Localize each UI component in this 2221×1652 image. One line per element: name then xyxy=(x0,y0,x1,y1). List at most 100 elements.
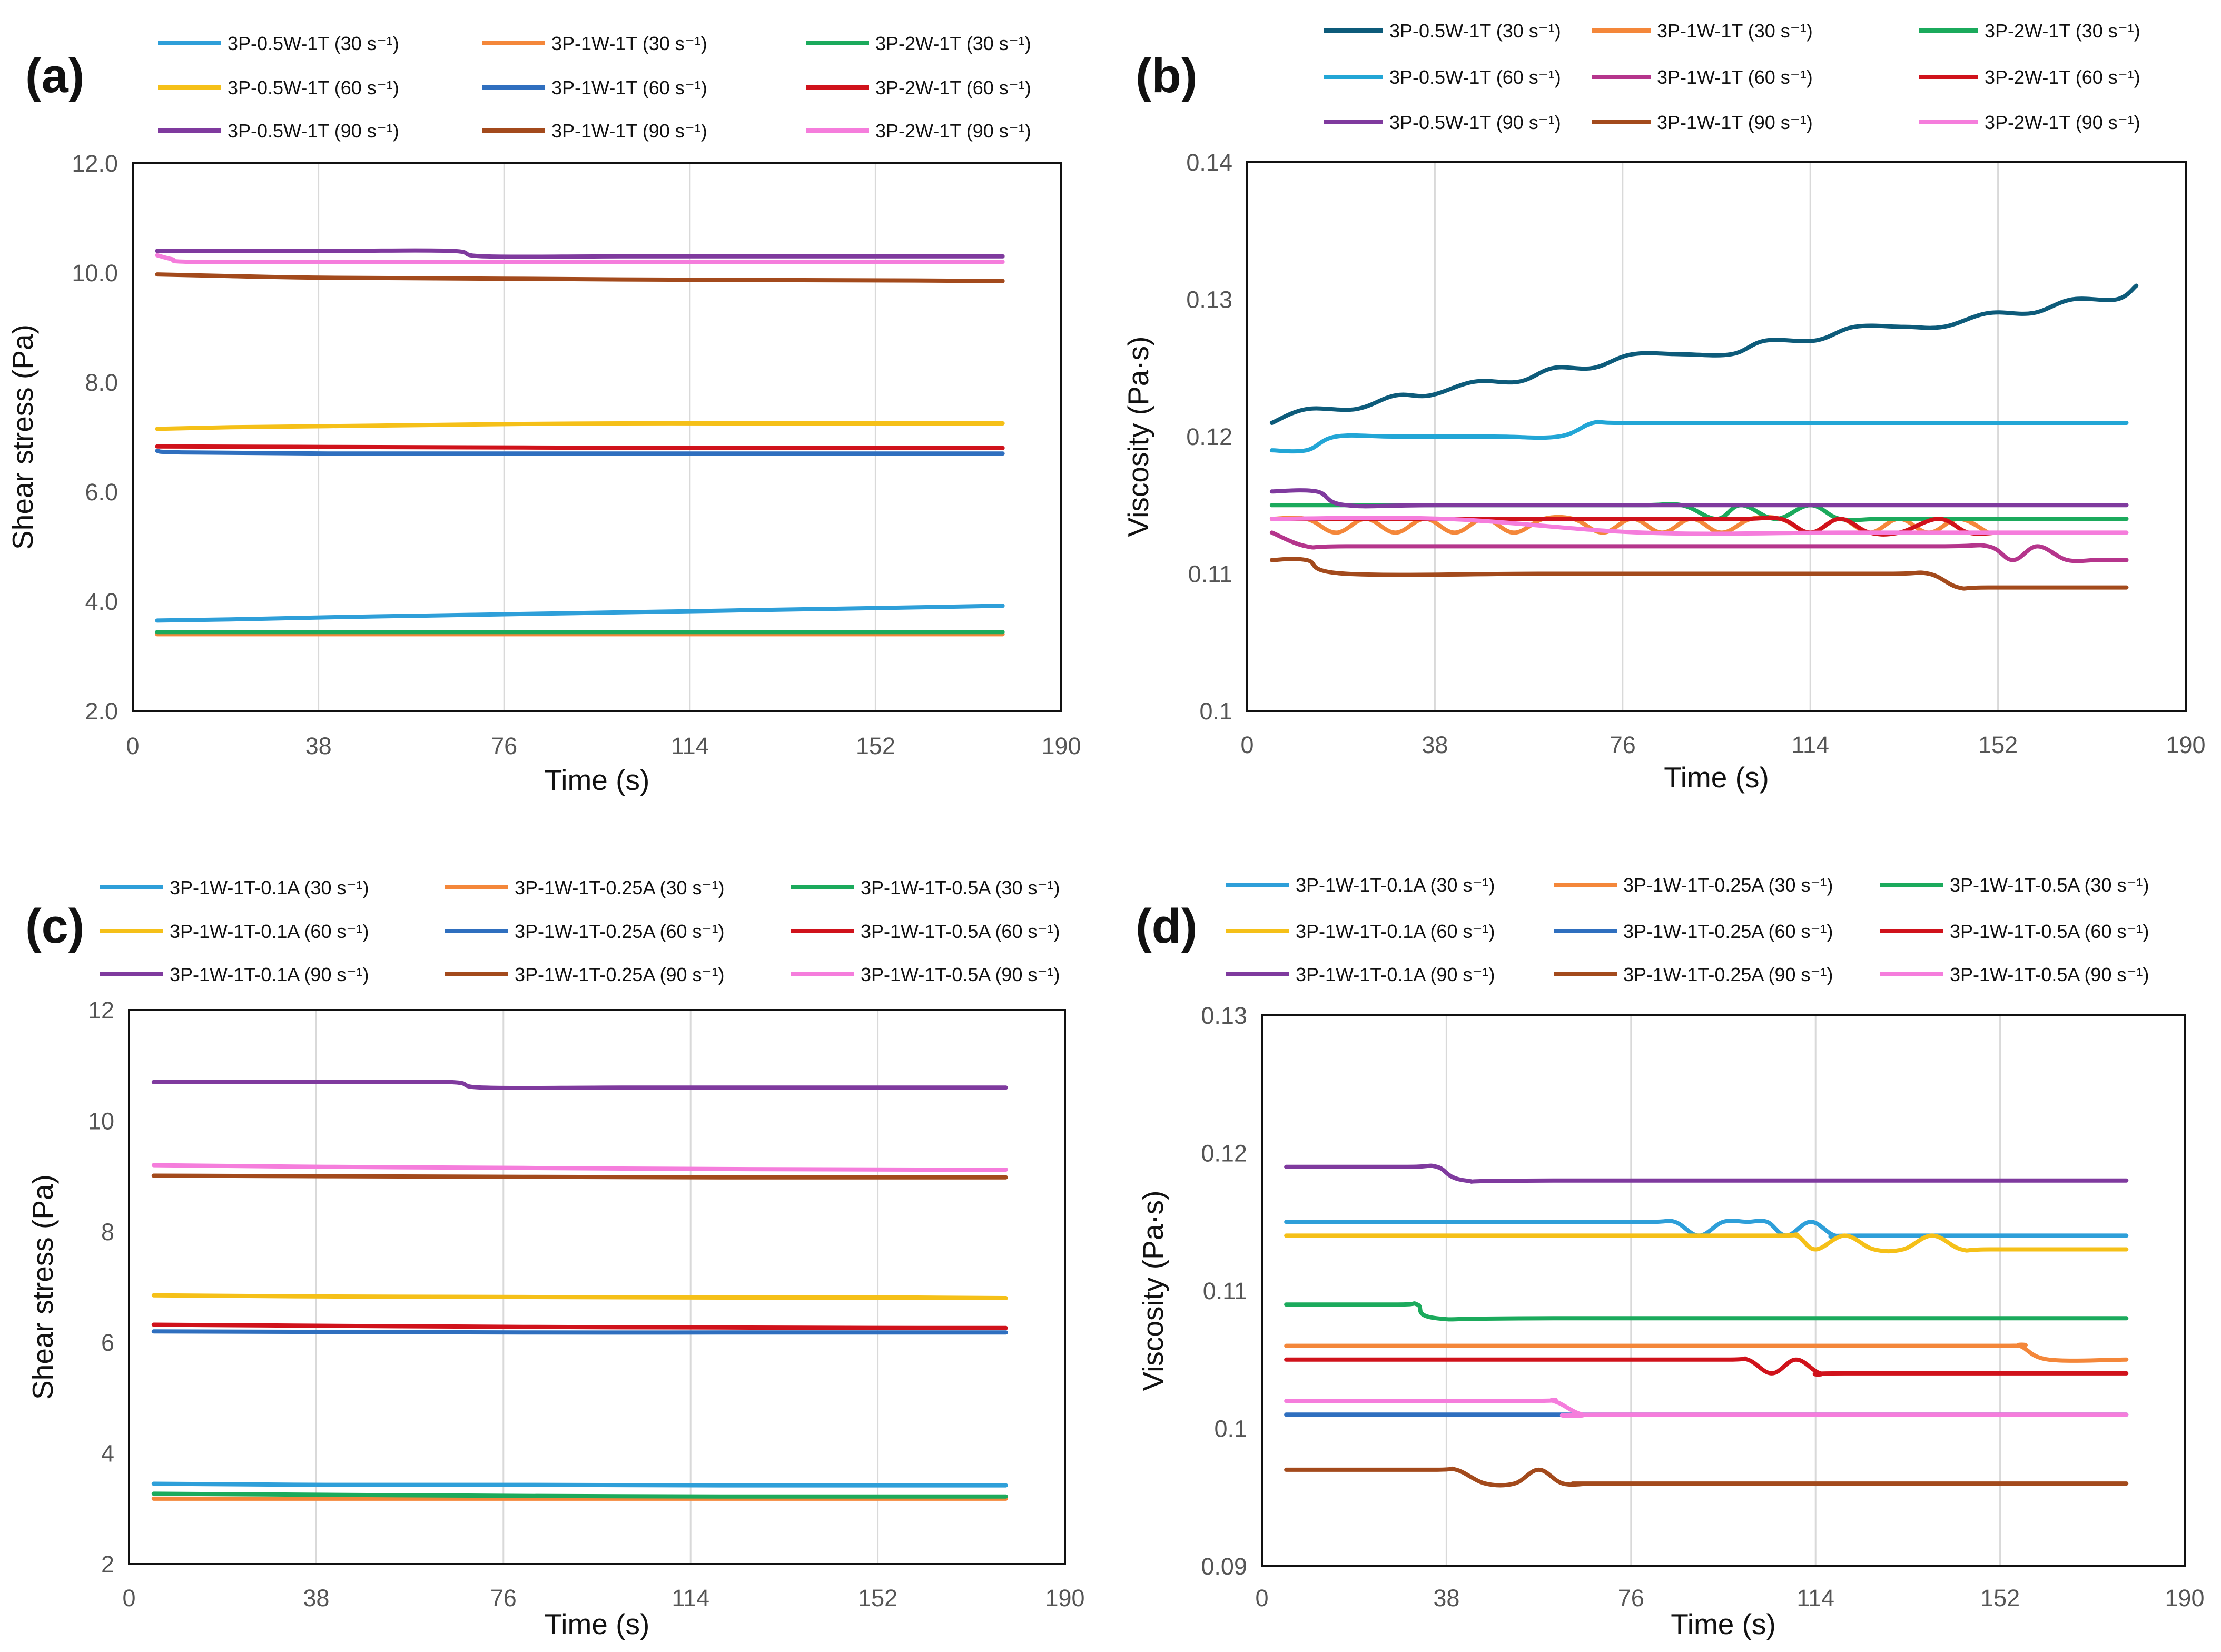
y-axis-label: Viscosity (Pa·s) xyxy=(1122,337,1154,537)
series-line xyxy=(1284,1301,2129,1322)
y-axis-label: Shear stress (Pa) xyxy=(6,324,39,550)
legend-label: 3P-1W-1T-0.5A (90 s⁻¹) xyxy=(861,964,1060,985)
legend-label: 3P-1W-1T (60 s⁻¹) xyxy=(1657,66,1813,88)
legend-label: 3P-1W-1T (60 s⁻¹) xyxy=(551,77,707,98)
x-tick-label: 114 xyxy=(1796,1585,1834,1611)
x-tick-label: 152 xyxy=(856,733,895,759)
series-line xyxy=(155,253,1005,264)
series-line xyxy=(1284,1163,2129,1184)
x-tick-label: 0 xyxy=(1255,1585,1268,1611)
y-tick-label: 12 xyxy=(88,997,114,1024)
plot-frame xyxy=(128,1009,1066,1565)
y-tick-label: 0.09 xyxy=(1201,1553,1247,1580)
legend-label: 3P-2W-1T (90 s⁻¹) xyxy=(1985,112,2140,133)
x-axis-label: Time (s) xyxy=(545,1608,650,1640)
series-line xyxy=(151,1079,1008,1091)
legend-label: 3P-0.5W-1T (60 s⁻¹) xyxy=(1389,66,1561,88)
y-tick-label: 0.12 xyxy=(1186,423,1232,450)
panel-a: (a) 0 38 76 114 152 190 2.0 4.0 6.0 8.0 10.0 12.0 Tim… xyxy=(0,0,1110,826)
legend-label: 3P-1W-1T-0.25A (90 s⁻¹) xyxy=(1623,964,1833,985)
legend-label: 3P-2W-1T (90 s⁻¹) xyxy=(875,120,1031,142)
series-line xyxy=(151,1163,1008,1172)
y-tick-label: 0.11 xyxy=(1203,1278,1247,1304)
y-tick-label: 2.0 xyxy=(85,698,118,725)
x-tick-label: 152 xyxy=(1980,1585,2020,1611)
y-tick-label: 0.11 xyxy=(1188,561,1232,588)
x-tick-label: 76 xyxy=(491,733,517,759)
series-line xyxy=(155,604,1005,623)
y-tick-label: 0.13 xyxy=(1186,286,1232,313)
series-line xyxy=(151,1481,1008,1488)
panel-label: (b) xyxy=(1136,49,1197,103)
series-line xyxy=(155,444,1005,450)
series-line xyxy=(1269,530,2129,563)
legend-label: 3P-0.5W-1T (60 s⁻¹) xyxy=(228,77,399,98)
chart-svg: (c) 0 38 76 114 152 190 2 4 6 8 10 12 Time (s) Shear s… xyxy=(25,877,1085,1640)
series-line xyxy=(151,1322,1008,1330)
legend-label: 3P-2W-1T (30 s⁻¹) xyxy=(1985,20,2140,42)
legend-label: 3P-0.5W-1T (90 s⁻¹) xyxy=(228,120,399,142)
y-tick-label: 8 xyxy=(101,1219,114,1245)
legend-label: 3P-1W-1T-0.1A (60 s⁻¹) xyxy=(1296,921,1495,942)
legend-label: 3P-2W-1T (30 s⁻¹) xyxy=(875,33,1031,54)
x-tick-label: 114 xyxy=(1791,731,1829,758)
y-tick-label: 0.14 xyxy=(1186,149,1232,176)
x-tick-label: 38 xyxy=(1433,1585,1459,1611)
y-tick-label: 6 xyxy=(101,1329,114,1356)
y-tick-label: 2 xyxy=(101,1551,114,1578)
chart-svg: (b) 0 38 76 114 152 190 0.1 0.11 0.12 0.13 0.14 Time… xyxy=(1122,20,2206,794)
y-tick-label: 0.12 xyxy=(1201,1140,1247,1167)
legend-label: 3P-1W-1T-0.5A (60 s⁻¹) xyxy=(1950,921,2149,942)
legend-label: 3P-1W-1T-0.1A (60 s⁻¹) xyxy=(170,921,369,942)
y-tick-label: 4.0 xyxy=(85,588,118,615)
panel-b: (b) 0 38 76 114 152 190 0.1 0.11 0.12 0.13 0.14 Time… xyxy=(1110,0,2220,826)
y-tick-label: 4 xyxy=(101,1440,114,1467)
panel-c: (c) 0 38 76 114 152 190 2 4 6 8 10 12 Time (s) Shear s… xyxy=(0,826,1110,1651)
panel-label: (c) xyxy=(25,899,84,953)
x-tick-label: 0 xyxy=(126,733,139,759)
panel-label: (a) xyxy=(25,49,84,103)
legend-label: 3P-2W-1T (60 s⁻¹) xyxy=(875,77,1031,98)
series-line xyxy=(155,272,1005,283)
legend-label: 3P-1W-1T-0.25A (30 s⁻¹) xyxy=(515,877,724,898)
legend-label: 3P-1W-1T (30 s⁻¹) xyxy=(551,33,707,54)
series-line xyxy=(1284,1466,2129,1488)
y-tick-label: 12.0 xyxy=(72,150,118,177)
legend-label: 3P-1W-1T-0.1A (90 s⁻¹) xyxy=(170,964,369,985)
x-tick-label: 190 xyxy=(1045,1585,1084,1611)
legend-label: 3P-1W-1T-0.5A (30 s⁻¹) xyxy=(1950,874,2149,896)
legend-label: 3P-1W-1T-0.5A (30 s⁻¹) xyxy=(861,877,1060,898)
x-tick-label: 114 xyxy=(671,733,709,759)
x-tick-label: 0 xyxy=(122,1585,135,1611)
plot-frame xyxy=(1261,1014,2186,1567)
y-tick-label: 10.0 xyxy=(72,260,118,286)
plot-frame xyxy=(1246,161,2187,712)
y-tick-label: 0.1 xyxy=(1199,698,1232,725)
legend-label: 3P-2W-1T (60 s⁻¹) xyxy=(1985,66,2140,88)
series-line xyxy=(151,1293,1008,1300)
legend-label: 3P-1W-1T-0.1A (30 s⁻¹) xyxy=(1296,874,1495,896)
plot-frame xyxy=(132,162,1062,712)
x-tick-label: 190 xyxy=(2166,731,2205,758)
legend-label: 3P-1W-1T (90 s⁻¹) xyxy=(1657,112,1813,133)
legend-label: 3P-1W-1T-0.25A (30 s⁻¹) xyxy=(1623,874,1833,896)
x-tick-label: 152 xyxy=(1978,731,2018,758)
legend-label: 3P-1W-1T-0.5A (60 s⁻¹) xyxy=(861,921,1060,942)
legend-label: 3P-1W-1T-0.5A (90 s⁻¹) xyxy=(1950,964,2149,985)
series-line xyxy=(1269,557,2129,591)
series-line xyxy=(1269,516,2000,537)
x-tick-label: 76 xyxy=(1610,731,1636,758)
y-tick-label: 10 xyxy=(88,1107,114,1134)
y-tick-label: 6.0 xyxy=(85,479,118,506)
legend-label: 3P-1W-1T (30 s⁻¹) xyxy=(1657,20,1813,42)
x-tick-label: 190 xyxy=(1041,733,1081,759)
y-axis-label: Shear stress (Pa) xyxy=(26,1174,59,1400)
x-tick-label: 38 xyxy=(303,1585,329,1611)
series-line xyxy=(1284,1398,2129,1418)
legend-label: 3P-1W-1T-0.25A (60 s⁻¹) xyxy=(1623,921,1833,942)
series-line xyxy=(1284,1342,2129,1363)
x-tick-label: 76 xyxy=(490,1585,517,1611)
series-line xyxy=(1269,419,2129,454)
y-tick-label: 0.13 xyxy=(1201,1002,1247,1029)
x-tick-label: 76 xyxy=(1618,1585,1644,1611)
